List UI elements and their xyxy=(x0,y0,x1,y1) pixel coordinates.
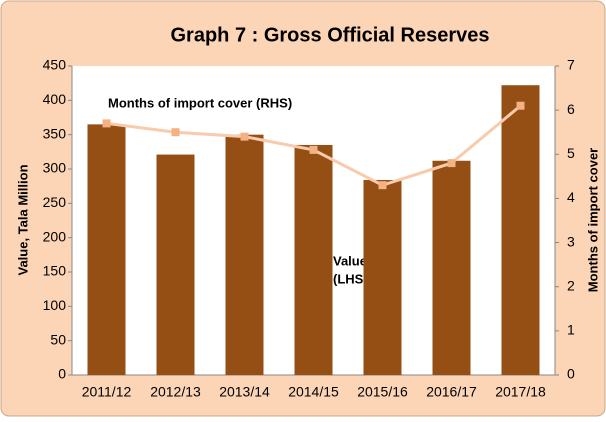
x-tick-label: 2013/14 xyxy=(219,384,270,400)
y-tick-label: 250 xyxy=(43,194,67,210)
y-tick-label: 150 xyxy=(43,263,67,279)
y-tick-label: 100 xyxy=(43,297,67,313)
bar xyxy=(363,179,402,375)
marker xyxy=(309,145,318,154)
x-tick-label: 2017/18 xyxy=(495,384,546,400)
y2-tick-label: 4 xyxy=(567,189,575,205)
y2-tick-label: 5 xyxy=(567,145,575,161)
y-axis-title: Value, Tala Million xyxy=(15,164,30,275)
x-tick-label: 2012/13 xyxy=(150,384,201,400)
bar xyxy=(87,124,126,375)
y-tick-label: 0 xyxy=(58,366,66,382)
bar xyxy=(156,154,195,375)
marker xyxy=(516,101,525,110)
y2-tick-label: 6 xyxy=(567,101,575,117)
bar xyxy=(294,144,333,375)
bar xyxy=(225,134,264,375)
x-tick-label: 2016/17 xyxy=(426,384,477,400)
marker xyxy=(171,128,180,137)
marker xyxy=(378,181,387,190)
marker xyxy=(447,159,456,168)
y-tick-label: 50 xyxy=(50,331,66,347)
annotation: Value xyxy=(333,253,367,268)
bar xyxy=(501,85,540,375)
y2-tick-label: 7 xyxy=(567,57,575,73)
annotation: (LHS) xyxy=(333,271,368,286)
marker xyxy=(102,119,111,128)
x-tick-label: 2015/16 xyxy=(357,384,408,400)
y-tick-label: 350 xyxy=(43,125,67,141)
y2-tick-label: 3 xyxy=(567,233,575,249)
y-tick-label: 450 xyxy=(43,57,67,73)
annotation: Months of import cover (RHS) xyxy=(108,95,292,110)
y2-axis-title: Months of import cover xyxy=(585,148,600,292)
y-tick-label: 400 xyxy=(43,91,67,107)
y-tick-label: 200 xyxy=(43,228,67,244)
x-tick-label: 2011/12 xyxy=(82,384,132,400)
y2-tick-label: 2 xyxy=(567,277,575,293)
y2-tick-label: 1 xyxy=(567,322,575,338)
bar xyxy=(432,160,471,375)
x-tick-label: 2014/15 xyxy=(288,384,339,400)
chart-title: Graph 7 : Gross Official Reserves xyxy=(170,24,489,46)
marker xyxy=(240,132,249,141)
y-tick-label: 300 xyxy=(43,160,67,176)
y2-tick-label: 0 xyxy=(567,366,575,382)
